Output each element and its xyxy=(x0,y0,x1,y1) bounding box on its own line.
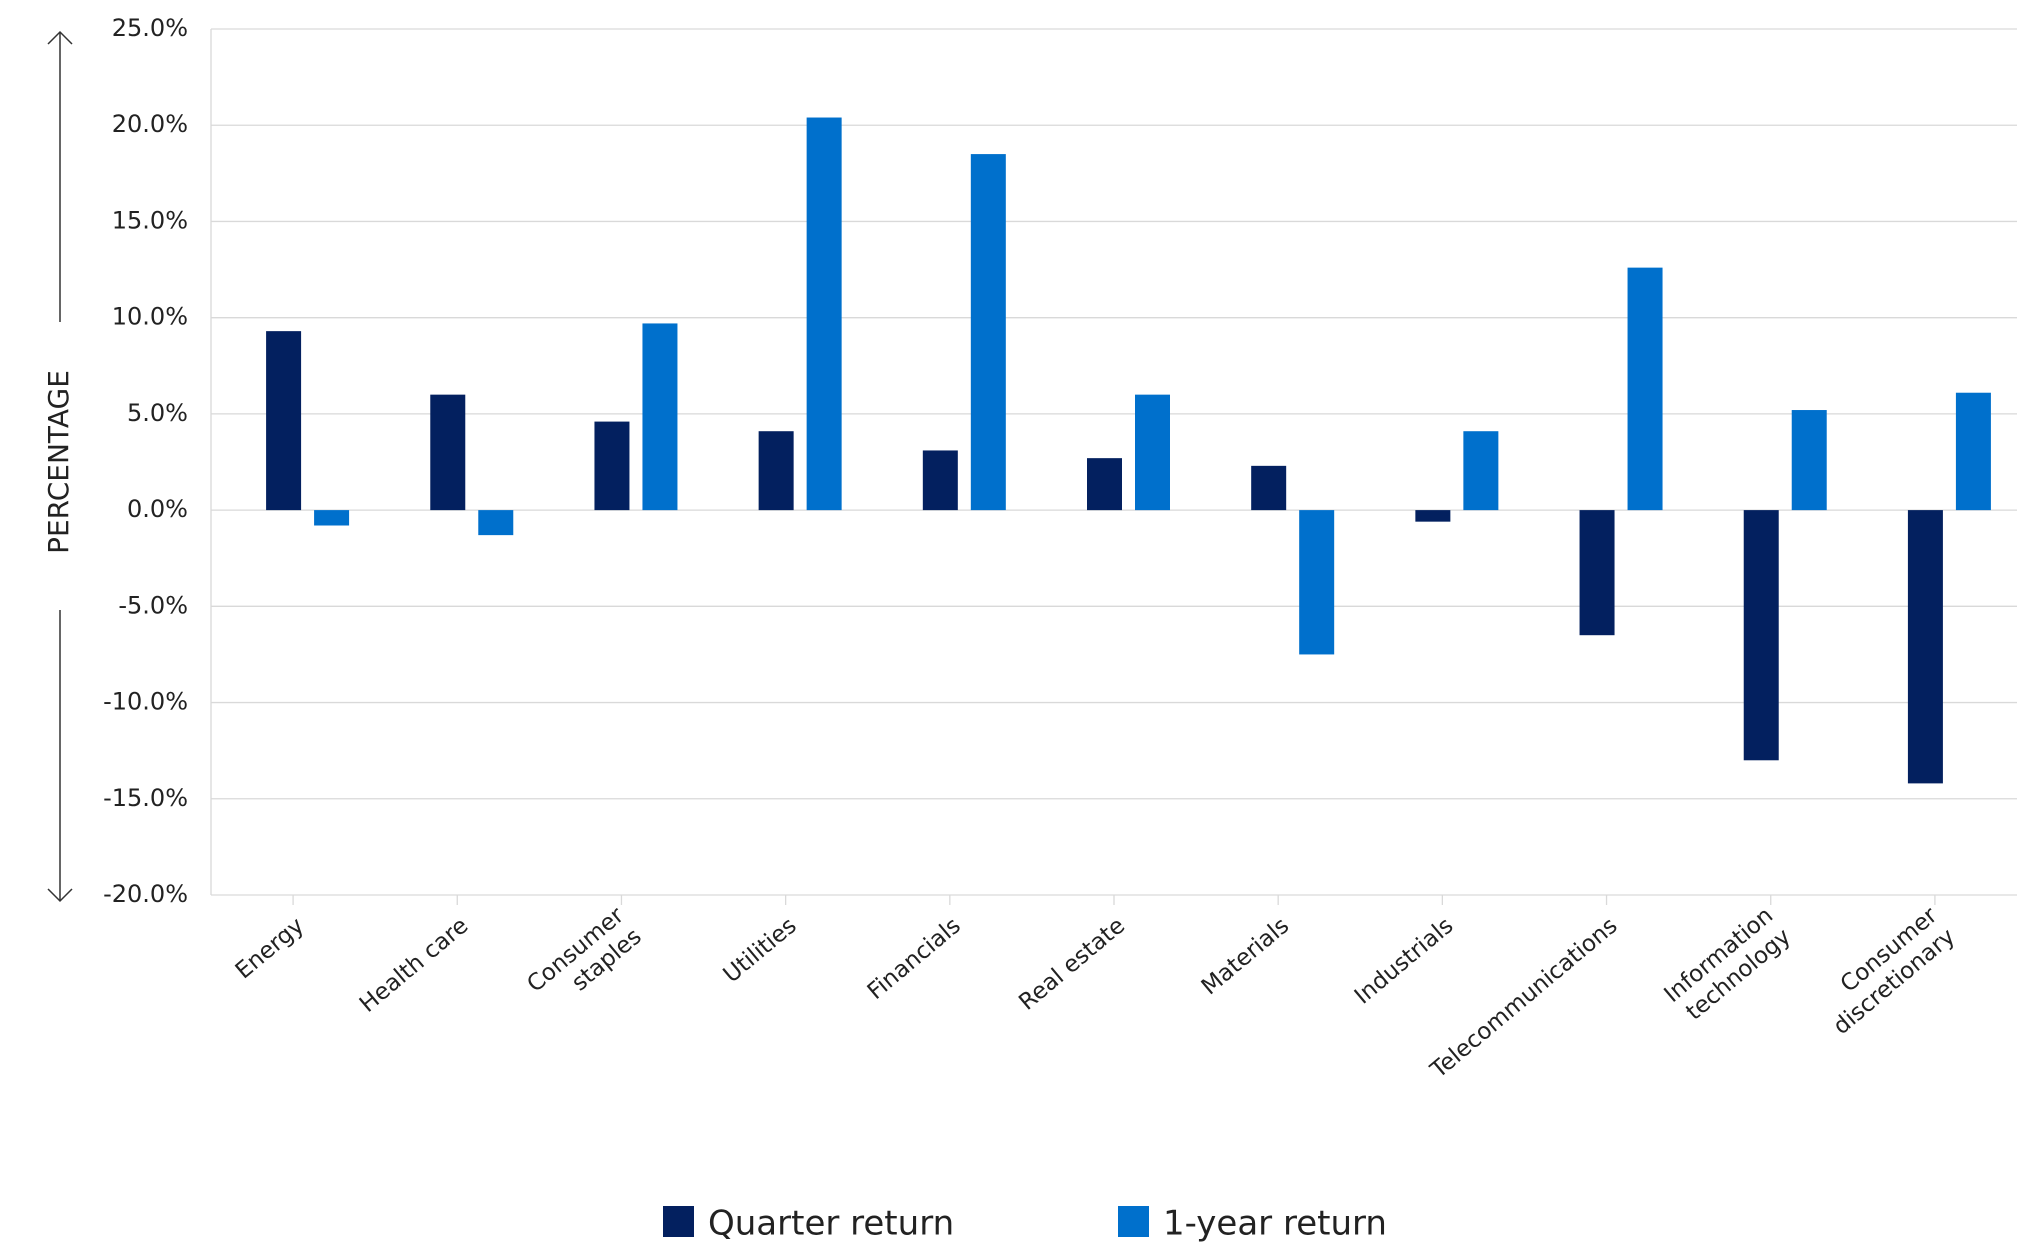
y-tick-label: -5.0% xyxy=(118,591,188,619)
x-tick-label: Industrials xyxy=(1350,913,1459,1010)
x-tick-label: Financials xyxy=(863,913,966,1005)
x-tick-label: Energy xyxy=(231,913,309,985)
x-tick-label: Telecommunications xyxy=(1425,913,1622,1084)
bar xyxy=(1299,510,1335,655)
x-tick-label: Informationtechnology xyxy=(1659,902,1795,1029)
y-tick-label: 25.0% xyxy=(112,14,188,42)
bar xyxy=(642,323,678,511)
y-tick-label: -15.0% xyxy=(103,784,188,812)
bar xyxy=(1463,431,1499,511)
bar xyxy=(430,394,466,511)
x-tick-label: Materials xyxy=(1197,913,1294,1001)
bar xyxy=(1907,510,1943,784)
x-tick-label: Utilities xyxy=(719,913,802,989)
bar xyxy=(478,510,514,536)
bar xyxy=(1415,510,1451,522)
bar xyxy=(922,450,958,511)
bar xyxy=(806,117,842,511)
bar xyxy=(594,421,630,511)
x-tick-label: Consumerstaples xyxy=(522,902,647,1019)
bar xyxy=(1087,458,1122,511)
y-tick-label: -20.0% xyxy=(103,880,188,908)
bar xyxy=(1791,410,1827,511)
y-tick-label: -10.0% xyxy=(103,688,188,716)
y-tick-label: 15.0% xyxy=(112,206,188,234)
x-tick-label: Consumerdiscretionary xyxy=(1810,902,1960,1040)
y-tick-label: 10.0% xyxy=(112,303,188,331)
y-tick-label: 5.0% xyxy=(127,399,188,427)
bar xyxy=(1251,465,1287,511)
x-tick-label: Real estate xyxy=(1014,913,1130,1016)
bar xyxy=(1135,394,1170,511)
y-tick-label: 20.0% xyxy=(112,110,188,138)
legend-label: 1-year return xyxy=(1163,1204,1387,1244)
bar xyxy=(1627,267,1663,511)
x-tick-label: Health care xyxy=(355,913,473,1018)
bar xyxy=(1743,510,1779,761)
y-axis-arrows xyxy=(47,30,73,903)
bar xyxy=(970,154,1006,511)
bar xyxy=(1955,392,1991,511)
bar xyxy=(266,331,302,511)
bar xyxy=(758,431,794,511)
legend-swatch xyxy=(663,1206,694,1237)
y-tick-label: 0.0% xyxy=(127,495,188,523)
legend-label: Quarter return xyxy=(708,1204,954,1244)
legend-swatch xyxy=(1118,1206,1149,1237)
bar xyxy=(314,510,350,526)
bar xyxy=(1579,510,1615,636)
y-axis-label: PERCENTAGE xyxy=(42,370,75,554)
